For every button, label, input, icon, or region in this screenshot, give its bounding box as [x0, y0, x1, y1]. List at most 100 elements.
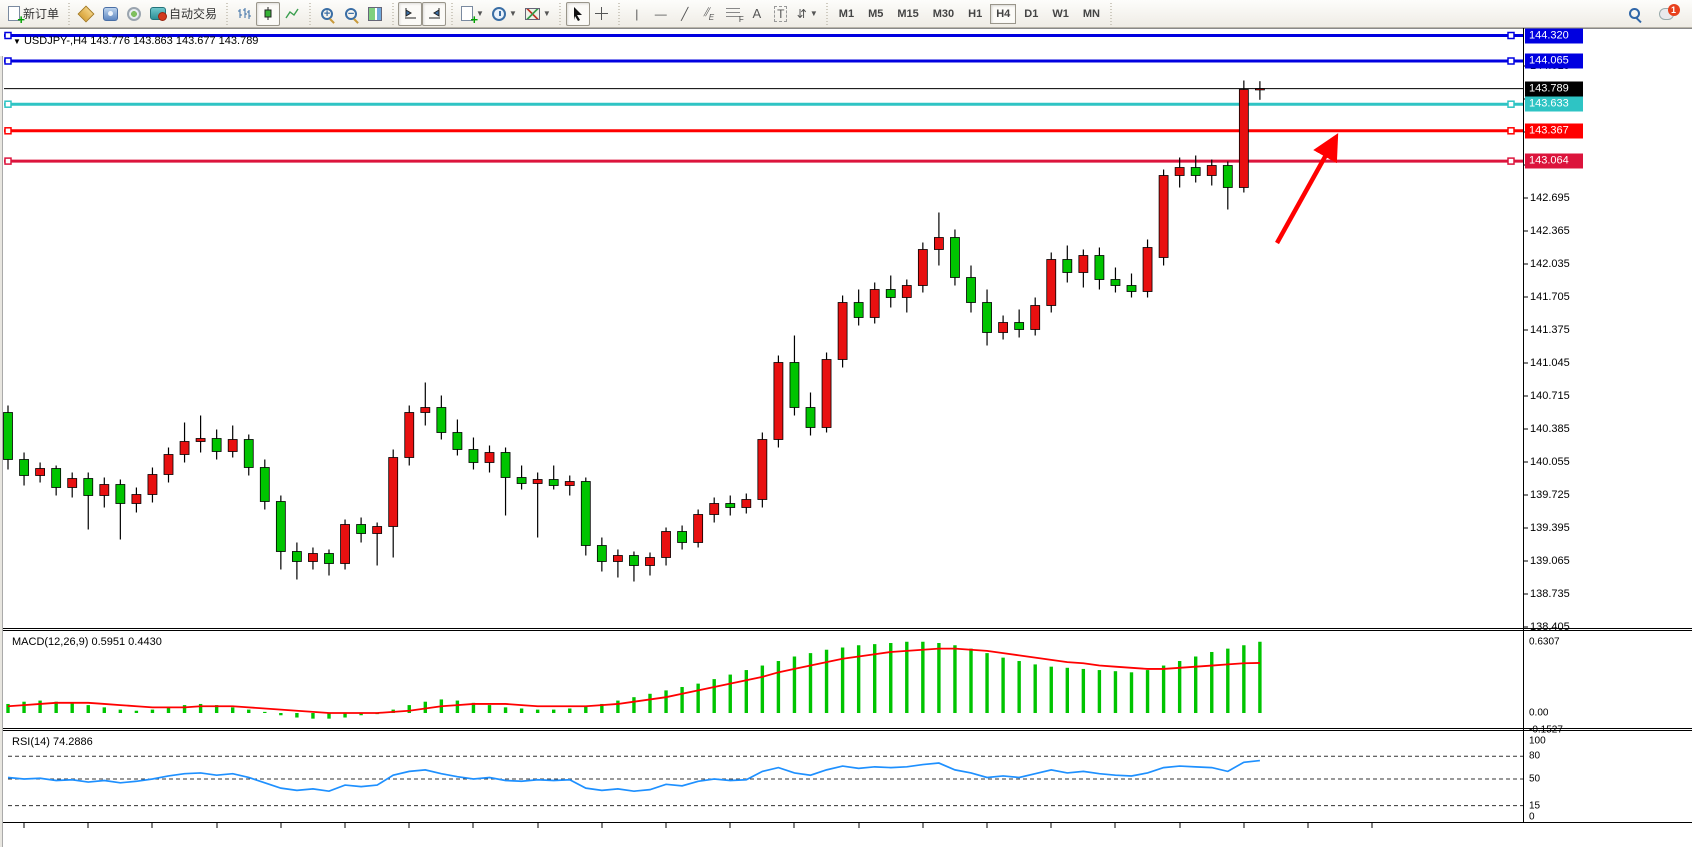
bucket-icon: [77, 5, 95, 22]
line-handle[interactable]: [4, 127, 12, 135]
zoom-out-button[interactable]: −: [339, 2, 363, 26]
search-icon: [1628, 8, 1640, 19]
price-tick-label: 142.035: [1530, 258, 1570, 270]
macd-signal-line: [7, 647, 1260, 714]
line-handle[interactable]: [1507, 100, 1515, 108]
search-button[interactable]: [1622, 2, 1646, 26]
price-tick-label: 138.735: [1530, 588, 1570, 600]
window-left-frame: [0, 56, 3, 847]
candle-body: [291, 551, 302, 562]
tab-timeframe-m30[interactable]: M30: [932, 7, 955, 20]
candle-body: [1190, 167, 1201, 176]
bar-chart-button[interactable]: [232, 2, 256, 26]
signal-icon: [127, 6, 142, 21]
candle-body: [308, 553, 318, 562]
candlestick-chart-button[interactable]: [256, 1, 281, 26]
tab-timeframe-m15[interactable]: M15: [897, 7, 919, 20]
tab-timeframe-m5[interactable]: M5: [868, 7, 884, 20]
horizontal-line-button[interactable]: —: [649, 2, 673, 26]
indicators-button[interactable]: ▼: [457, 2, 488, 27]
candle-body: [1174, 167, 1185, 176]
price-badge-143.789: 143.789: [1525, 81, 1583, 97]
candle-body: [693, 514, 704, 543]
line-handle[interactable]: [4, 31, 12, 40]
rsi-axis-label: 15: [1529, 800, 1541, 812]
line-handle[interactable]: [1507, 31, 1515, 40]
price-tick-label: 140.715: [1530, 390, 1570, 402]
tab-timeframe-d1[interactable]: D1: [1024, 7, 1039, 20]
candle-body: [532, 479, 543, 484]
line-chart-button[interactable]: [280, 2, 304, 26]
tab-timeframe-h1[interactable]: H1: [968, 7, 983, 20]
candle-body: [564, 481, 575, 486]
auto-trading-button[interactable]: 自动交易: [146, 2, 221, 26]
candle-body: [195, 438, 206, 442]
line-handle[interactable]: [4, 100, 12, 108]
cursor-button[interactable]: [565, 1, 590, 26]
tile-windows-button[interactable]: [363, 2, 387, 26]
chart-title: ▼ USDJPY-,H4 143.776 143.863 143.677 143…: [13, 35, 259, 47]
periods-button[interactable]: ▼: [488, 2, 521, 26]
candle-body: [917, 249, 928, 286]
line-handle[interactable]: [1507, 57, 1515, 65]
candle-body: [243, 439, 254, 468]
rsi-axis-label: 100: [1529, 735, 1546, 747]
crosshair-button[interactable]: [590, 2, 614, 26]
fibonacci-icon: [725, 7, 744, 24]
rsi-line: [7, 759, 1260, 793]
candle-body: [1142, 247, 1153, 292]
tab-timeframe-h4[interactable]: H4: [990, 3, 1017, 24]
tab-timeframe-mn[interactable]: MN: [1082, 7, 1100, 20]
candle-body: [741, 499, 752, 508]
zoom-in-button[interactable]: +: [315, 2, 339, 26]
candle-body: [1255, 88, 1265, 91]
cursor-icon: [573, 7, 582, 21]
styler-button[interactable]: [74, 2, 98, 26]
candle-body: [19, 459, 29, 476]
line-handle[interactable]: [4, 57, 12, 65]
templates-button[interactable]: ▼: [521, 2, 555, 26]
price-tick-label: 138.405: [1530, 621, 1570, 633]
toolbar-separator: [557, 2, 563, 25]
macd-axis-label: 0.6307: [1529, 636, 1560, 648]
chart-shift-button[interactable]: [422, 1, 447, 26]
price-badge-144.320: 144.320: [1525, 28, 1583, 43]
arrow-annotation[interactable]: [1275, 133, 1339, 245]
tab-timeframe-m1[interactable]: M1: [838, 7, 855, 20]
text-button[interactable]: A: [745, 2, 769, 26]
notifications-button[interactable]: 1: [1654, 2, 1680, 26]
tab-timeframe-w1[interactable]: W1: [1052, 7, 1069, 20]
auto-scroll-button[interactable]: [398, 1, 423, 26]
candle-body: [934, 237, 944, 250]
line-handle[interactable]: [1507, 127, 1515, 135]
chart-canvas[interactable]: ▼ USDJPY-,H4 143.776 143.863 143.677 143…: [0, 28, 1692, 847]
candle-body: [51, 468, 62, 488]
channel-button[interactable]: ⫽: [697, 2, 721, 26]
arrows-button[interactable]: ⇵ ▼: [796, 6, 818, 21]
candle-body: [580, 481, 591, 546]
candle-body: [757, 439, 768, 500]
timeframe-bar: M1 M5 M15 M30 H1 H4 D1 W1 MN: [833, 3, 1106, 24]
macd-axis-label: -0.1527: [1529, 724, 1563, 736]
rsi-axis-label: 80: [1529, 750, 1541, 762]
signals-button[interactable]: [122, 2, 146, 26]
fibonacci-button[interactable]: [721, 2, 745, 26]
auto-trading-icon: [150, 7, 168, 21]
toolbar-separator: [390, 2, 396, 25]
toolbar-separator: [449, 2, 455, 25]
new-order-button[interactable]: 新订单: [4, 2, 63, 27]
line-handle[interactable]: [1507, 157, 1515, 165]
profiles-button[interactable]: [98, 2, 122, 26]
line-handle[interactable]: [4, 157, 12, 165]
candle-body: [227, 439, 238, 452]
candle-body: [35, 468, 45, 476]
text-label-button[interactable]: T: [769, 2, 793, 26]
candle-body: [275, 501, 286, 552]
candle-body: [1094, 255, 1105, 280]
candle-body: [1158, 175, 1169, 258]
candle-body: [966, 277, 976, 303]
trendline-button[interactable]: ╱: [673, 2, 697, 26]
chart-plot[interactable]: [0, 28, 1692, 847]
vertical-line-button[interactable]: |: [625, 2, 649, 26]
